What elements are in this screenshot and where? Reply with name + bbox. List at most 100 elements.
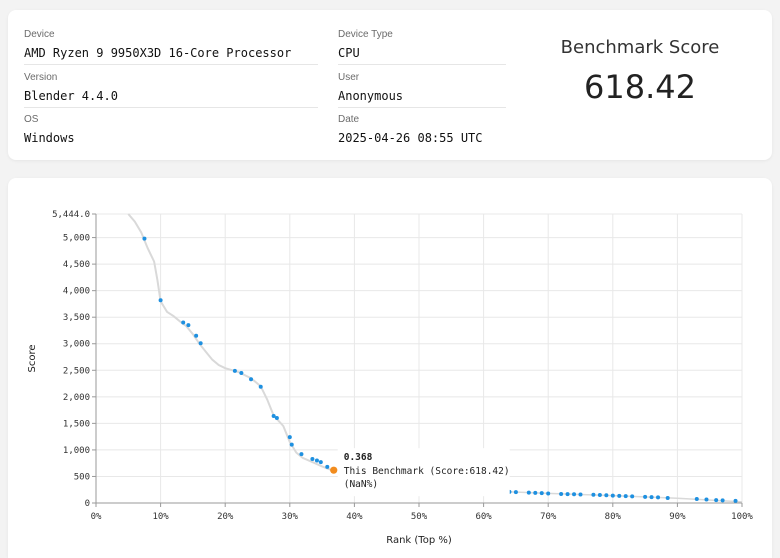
benchmark-point xyxy=(720,498,725,503)
device-value: AMD Ryzen 9 9950X3D 16-Core Processor xyxy=(24,46,292,60)
user-field: User Anonymous xyxy=(338,71,403,104)
version-value: Blender 4.4.0 xyxy=(24,89,118,103)
benchmark-point xyxy=(559,491,564,496)
benchmark-point xyxy=(656,495,661,500)
tooltip-line: This Benchmark (Score:618.42) xyxy=(344,466,510,477)
rank-score-chart[interactable]: 0 500 1,000 1,500 2,000 2,500 3,000 3,500 4,000 4… xyxy=(8,178,772,558)
benchmark-point xyxy=(142,236,147,241)
divider xyxy=(338,107,506,108)
y-tick-label: 500 xyxy=(74,472,90,482)
benchmark-point xyxy=(617,493,622,498)
benchmark-point xyxy=(533,490,538,495)
y-tick-label: 2,000 xyxy=(63,393,90,403)
y-axis-ticks: 0 500 1,000 1,500 2,000 2,500 3,000 3,500 4,000 4… xyxy=(52,210,96,509)
benchmark-point xyxy=(597,493,602,498)
benchmark-point xyxy=(271,413,276,418)
benchmark-point xyxy=(694,497,699,502)
benchmark-point xyxy=(194,333,199,338)
benchmark-point xyxy=(578,492,583,497)
x-tick-label: 40% xyxy=(346,512,363,522)
benchmark-point xyxy=(299,452,304,457)
x-tick-label: 70% xyxy=(540,512,557,522)
benchmark-info-card: Device AMD Ryzen 9 9950X3D 16-Core Proce… xyxy=(8,10,772,160)
version-field: Version Blender 4.4.0 xyxy=(24,71,118,104)
benchmark-point xyxy=(181,320,186,325)
benchmark-point xyxy=(274,416,279,421)
y-tick-label: 3,500 xyxy=(63,313,90,323)
benchmark-point xyxy=(198,341,203,346)
y-tick-label: 3,000 xyxy=(63,340,90,350)
benchmark-point xyxy=(232,368,237,373)
x-axis-ticks: 0% 10% 20% 30% 40% 50% 60% 70% 80% 90% 100% xyxy=(91,503,753,522)
os-label: OS xyxy=(24,114,39,125)
benchmark-point xyxy=(526,490,531,495)
y-tick-label: 5,444.0 xyxy=(52,210,90,220)
benchmark-point xyxy=(325,464,330,469)
benchmark-point xyxy=(704,497,709,502)
benchmark-point xyxy=(604,493,609,498)
benchmark-point xyxy=(314,458,319,463)
y-tick-label: 1,000 xyxy=(63,446,90,456)
divider xyxy=(24,64,318,65)
benchmark-point xyxy=(565,492,570,497)
x-tick-label: 0% xyxy=(91,512,102,522)
y-axis-title: Score xyxy=(27,344,38,372)
x-tick-label: 90% xyxy=(669,512,686,522)
device-type-label: Device Type xyxy=(338,29,393,40)
benchmark-point xyxy=(714,498,719,503)
device-type-field: Device Type CPU xyxy=(338,28,393,61)
y-tick-label: 0 xyxy=(85,499,90,509)
y-tick-label: 1,500 xyxy=(63,419,90,429)
benchmark-point xyxy=(287,435,292,440)
benchmark-point xyxy=(249,377,254,382)
benchmark-point xyxy=(733,498,738,503)
date-field: Date 2025-04-26 08:55 UTC xyxy=(338,113,483,146)
benchmark-points xyxy=(142,236,738,503)
benchmark-point xyxy=(186,323,191,328)
y-tick-label: 4,000 xyxy=(63,287,90,297)
x-tick-label: 50% xyxy=(411,512,428,522)
benchmark-point xyxy=(289,442,294,447)
divider xyxy=(338,64,506,65)
rank-chart-card: 0 500 1,000 1,500 2,000 2,500 3,000 3,500 4,000 4… xyxy=(8,178,772,558)
tooltip-box xyxy=(337,448,510,497)
x-tick-label: 20% xyxy=(217,512,234,522)
chart-grid xyxy=(95,213,743,504)
device-field: Device AMD Ryzen 9 9950X3D 16-Core Proce… xyxy=(24,28,291,61)
benchmark-point xyxy=(665,495,670,500)
benchmark-point xyxy=(239,370,244,375)
this-benchmark-point[interactable] xyxy=(330,466,338,474)
benchmark-score-title: Benchmark Score xyxy=(560,37,720,58)
x-tick-label: 30% xyxy=(282,512,299,522)
x-tick-label: 10% xyxy=(152,512,169,522)
y-tick-label: 5,000 xyxy=(63,234,90,244)
x-tick-label: 100% xyxy=(731,512,753,522)
benchmark-point xyxy=(572,492,577,497)
user-value: Anonymous xyxy=(338,89,404,103)
benchmark-point xyxy=(158,298,163,303)
score-curve xyxy=(127,213,333,472)
benchmark-point xyxy=(546,491,551,496)
device-type-value: CPU xyxy=(338,46,360,60)
benchmark-point xyxy=(513,490,518,495)
y-tick-label: 2,500 xyxy=(63,366,90,376)
user-label: User xyxy=(338,72,360,83)
os-field: OS Windows xyxy=(24,113,75,146)
benchmark-point xyxy=(318,460,323,465)
x-axis-title: Rank (Top %) xyxy=(386,535,452,546)
benchmark-point xyxy=(630,494,635,499)
benchmark-point xyxy=(539,491,544,496)
date-value: 2025-04-26 08:55 UTC xyxy=(338,131,483,145)
date-label: Date xyxy=(338,114,360,125)
y-tick-label: 4,500 xyxy=(63,260,90,270)
benchmark-point xyxy=(649,495,654,500)
benchmark-point xyxy=(623,494,628,499)
benchmark-point xyxy=(310,456,315,461)
benchmark-score-value: 618.42 xyxy=(584,68,696,106)
device-label: Device xyxy=(24,29,55,40)
benchmark-point xyxy=(610,493,615,498)
benchmark-point xyxy=(258,384,263,389)
os-value: Windows xyxy=(24,131,75,145)
benchmark-point xyxy=(591,492,596,497)
benchmark-point xyxy=(643,494,648,499)
